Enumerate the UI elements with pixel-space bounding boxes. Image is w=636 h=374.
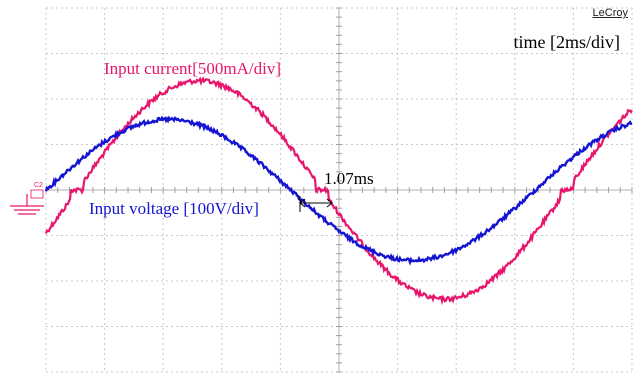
voltage-series-label: Input voltage [100V/div] [89, 199, 259, 218]
series-line-input-current [44, 76, 633, 306]
ground-marker-icon [10, 189, 44, 215]
grid [45, 7, 633, 373]
ground-marker-label: C2 [34, 182, 43, 189]
series-line-input-voltage [44, 115, 633, 266]
delay-arrow-icon [299, 196, 333, 212]
timebase-label: time [2ms/div] [513, 32, 621, 52]
current-series-label: Input current[500mA/div] [104, 59, 282, 78]
brand-logo: LeCroy [592, 7, 628, 19]
delay-label: 1.07ms [324, 169, 374, 188]
